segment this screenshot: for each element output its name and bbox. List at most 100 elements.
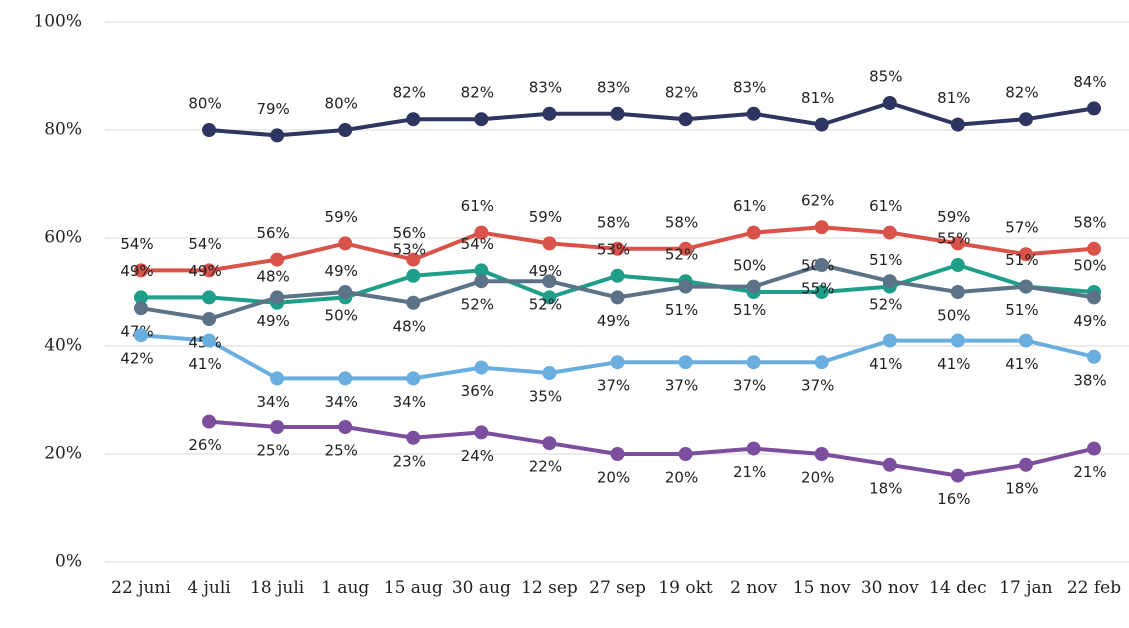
point bbox=[338, 285, 353, 299]
value-label: 41% bbox=[937, 355, 970, 373]
value-label: 21% bbox=[1073, 463, 1106, 481]
point bbox=[882, 274, 897, 289]
value-label: 80% bbox=[188, 95, 221, 113]
value-label: 50% bbox=[937, 307, 970, 325]
value-label: 80% bbox=[325, 95, 358, 113]
x-tick-label: 18 juli bbox=[250, 578, 305, 598]
value-label: 85% bbox=[869, 68, 902, 86]
point bbox=[474, 274, 489, 289]
value-label: 61% bbox=[869, 197, 902, 215]
point bbox=[950, 258, 965, 272]
value-label: 84% bbox=[1073, 73, 1106, 91]
point bbox=[950, 468, 965, 483]
value-label: 37% bbox=[665, 377, 698, 395]
x-tick-label: 4 juli bbox=[187, 578, 231, 598]
x-tick-label: 22 feb bbox=[1066, 578, 1122, 598]
point bbox=[882, 457, 897, 472]
value-label: 49% bbox=[120, 262, 153, 280]
value-label: 54% bbox=[461, 235, 494, 253]
value-label: 81% bbox=[937, 89, 970, 107]
value-label: 41% bbox=[188, 355, 221, 373]
point bbox=[610, 290, 625, 305]
point bbox=[542, 236, 557, 251]
point bbox=[202, 123, 217, 137]
value-label: 53% bbox=[597, 240, 630, 258]
point bbox=[406, 295, 421, 310]
value-label: 34% bbox=[256, 393, 289, 411]
point bbox=[134, 328, 148, 343]
point bbox=[474, 360, 489, 375]
point bbox=[746, 441, 761, 456]
value-label: 56% bbox=[256, 224, 289, 242]
value-label: 49% bbox=[325, 262, 358, 280]
point bbox=[270, 252, 285, 267]
point bbox=[610, 447, 625, 461]
value-label: 52% bbox=[461, 296, 494, 314]
value-label: 55% bbox=[801, 280, 834, 298]
value-label: 58% bbox=[597, 213, 630, 231]
point bbox=[882, 96, 897, 110]
value-label: 20% bbox=[665, 469, 698, 487]
point bbox=[1087, 349, 1101, 364]
value-label: 56% bbox=[393, 224, 426, 242]
point bbox=[270, 371, 285, 386]
point bbox=[1087, 441, 1101, 456]
value-label: 25% bbox=[256, 442, 289, 460]
value-label: 83% bbox=[733, 78, 766, 96]
value-label: 50% bbox=[325, 307, 358, 325]
x-tick-label: 14 dec bbox=[929, 578, 987, 598]
point bbox=[1018, 279, 1033, 294]
value-label: 81% bbox=[801, 89, 834, 107]
value-label: 36% bbox=[461, 382, 494, 400]
point bbox=[202, 333, 217, 348]
y-tick-label: 60% bbox=[44, 228, 82, 248]
x-tick-label: 22 juni bbox=[111, 578, 171, 598]
value-label: 62% bbox=[801, 192, 834, 210]
x-tick-label: 19 okt bbox=[658, 578, 713, 598]
point bbox=[270, 420, 285, 434]
point bbox=[134, 301, 148, 316]
point bbox=[950, 117, 965, 132]
y-tick-label: 40% bbox=[44, 336, 82, 356]
value-label: 37% bbox=[801, 377, 834, 395]
point bbox=[406, 112, 421, 127]
point bbox=[746, 225, 761, 240]
point bbox=[406, 252, 421, 267]
value-label: 51% bbox=[1005, 301, 1038, 319]
point bbox=[814, 117, 829, 132]
value-label: 61% bbox=[461, 197, 494, 215]
value-label: 42% bbox=[120, 350, 153, 368]
value-label: 61% bbox=[733, 197, 766, 215]
point bbox=[202, 312, 217, 326]
value-label: 41% bbox=[869, 355, 902, 373]
x-tick-label: 1 aug bbox=[321, 578, 370, 598]
point bbox=[1018, 333, 1033, 348]
point bbox=[338, 420, 353, 434]
value-label: 54% bbox=[188, 235, 221, 253]
point bbox=[950, 236, 965, 251]
point bbox=[814, 285, 829, 299]
value-label: 55% bbox=[937, 230, 970, 248]
point bbox=[950, 333, 965, 348]
value-label: 18% bbox=[869, 479, 902, 497]
value-label: 59% bbox=[529, 208, 562, 226]
y-tick-label: 20% bbox=[44, 444, 82, 464]
y-tick-label: 0% bbox=[55, 552, 82, 572]
point bbox=[542, 274, 557, 289]
point bbox=[814, 258, 829, 272]
point bbox=[202, 263, 217, 278]
point bbox=[202, 290, 217, 305]
point bbox=[474, 112, 489, 127]
value-label: 49% bbox=[1073, 312, 1106, 330]
point bbox=[1087, 241, 1101, 256]
value-label: 38% bbox=[1073, 371, 1106, 389]
value-label: 50% bbox=[1073, 257, 1106, 275]
point bbox=[542, 106, 557, 121]
x-tick-label: 15 nov bbox=[792, 578, 851, 598]
point bbox=[678, 279, 693, 294]
value-label: 22% bbox=[529, 458, 562, 476]
value-label: 26% bbox=[188, 436, 221, 454]
value-label: 16% bbox=[937, 490, 970, 508]
point bbox=[950, 285, 965, 299]
value-label: 51% bbox=[665, 301, 698, 319]
